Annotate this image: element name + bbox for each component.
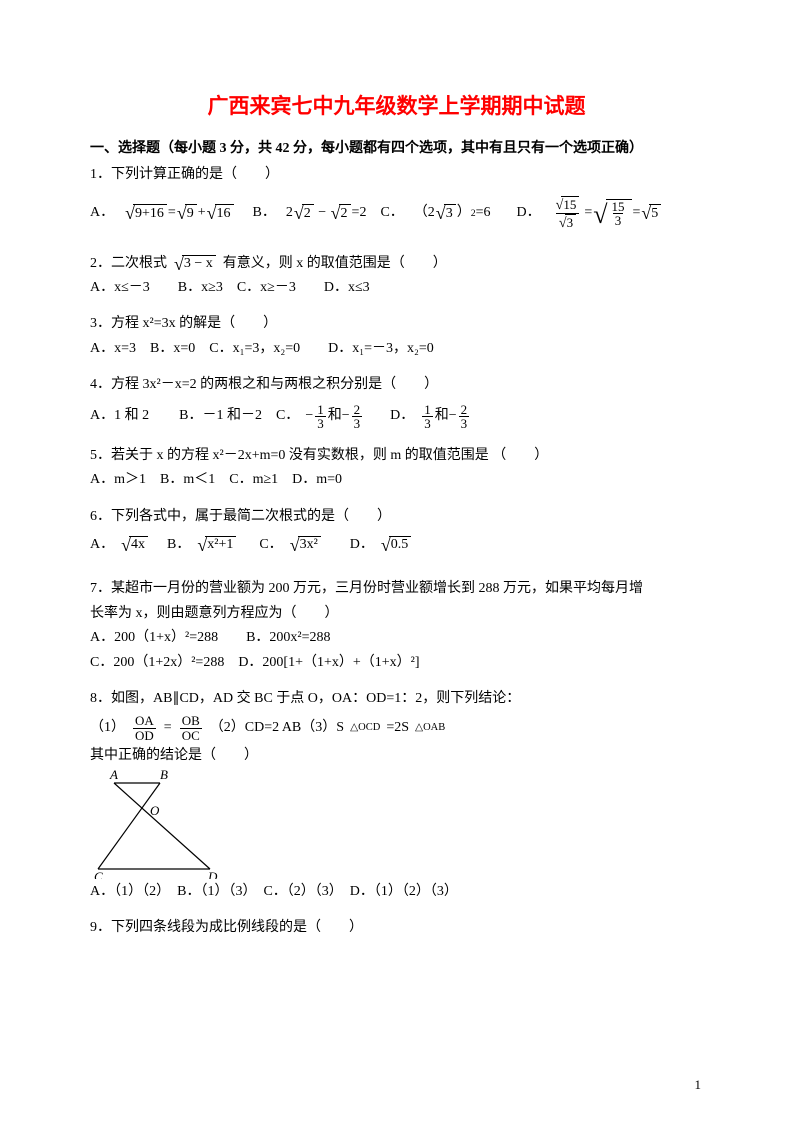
- q1-opt-c-expr: （2√3）2=6: [414, 202, 491, 224]
- q2-options: A．x≤－3 B．x≥3 C．x≥－3 D．x≤3: [90, 277, 703, 299]
- q6-opt-c-expr: √3x²: [290, 536, 321, 554]
- svg-text:C: C: [94, 869, 103, 879]
- question-1: 1．下列计算正确的是（ ） A． √9+16 = √9 + √16 B． 2√2…: [90, 164, 703, 231]
- q8-part2: （2）CD=2 AB（3）S: [210, 717, 344, 739]
- q3-stem: 3．方程 x²=3x 的解是（ ）: [90, 313, 703, 335]
- q8-sub2: △OAB: [415, 720, 445, 737]
- q6-opt-c-label: C．: [259, 534, 282, 556]
- q7-line4: C．200（1+2x）²=288 D．200[1+（1+x）+（1+x）²]: [90, 652, 703, 674]
- q6-opt-b-label: B．: [167, 534, 190, 556]
- q8-figure: A B O C D: [90, 769, 230, 879]
- q1-stem: 1．下列计算正确的是（ ）: [90, 164, 703, 186]
- question-3: 3．方程 x²=3x 的解是（ ） A．x=3 B．x=0 C．x₁=3，x₂=…: [90, 313, 703, 360]
- q8-equals: =: [164, 717, 172, 739]
- question-8: 8．如图，AB∥CD，AD 交 BC 于点 O，OA：OD=1：2，则下列结论：…: [90, 688, 703, 903]
- q8-frac-2: OBOC: [180, 714, 202, 742]
- question-7: 7．某超市一月份的营业额为 200 万元，三月份时营业额增长到 288 万元，如…: [90, 578, 703, 674]
- q8-line1: 8．如图，AB∥CD，AD 交 BC 于点 O，OA：OD=1：2，则下列结论：: [90, 688, 703, 710]
- q6-opt-a-expr: √4x: [121, 536, 148, 554]
- q6-opt-a-label: A．: [90, 534, 114, 556]
- q8-sub1: △OCD: [350, 720, 380, 737]
- q8-frac-1: OAOD: [133, 714, 156, 742]
- q1-opt-b-label: B．: [253, 202, 276, 224]
- q4-opt-d-expr: 13 和 −23: [420, 403, 471, 431]
- q1-opt-a-expr: √9+16 = √9 + √16: [124, 202, 234, 224]
- q6-opt-b-expr: √x²+1: [197, 536, 236, 554]
- q7-line3: A．200（1+x）²=288 B．200x²=288: [90, 627, 703, 649]
- q2-stem-post: 有意义，则 x 的取值范围是（ ）: [223, 253, 447, 275]
- svg-text:O: O: [150, 803, 160, 818]
- q4-opt-c-label: C．: [276, 405, 299, 427]
- question-4: 4．方程 3x²－x=2 的两根之和与两根之积分别是（ ） A．1 和 2 B．…: [90, 374, 703, 431]
- svg-text:B: B: [160, 769, 168, 782]
- page-number: 1: [695, 1075, 702, 1096]
- question-5: 5．若关于 x 的方程 x²－2x+m=0 没有实数根，则 m 的取值范围是 （…: [90, 445, 703, 492]
- q1-opt-d-label: D．: [517, 202, 541, 224]
- q5-stem: 5．若关于 x 的方程 x²－2x+m=0 没有实数根，则 m 的取值范围是 （…: [90, 445, 703, 467]
- q2-radical: √3 − x: [174, 255, 216, 273]
- q1-opt-c-label: C．: [380, 202, 403, 224]
- q4-opt-b: B．－1 和－2: [179, 405, 262, 427]
- q9-stem: 9．下列四条线段为成比例线段的是（ ）: [90, 917, 703, 939]
- q7-line1: 7．某超市一月份的营业额为 200 万元，三月份时营业额增长到 288 万元，如…: [90, 578, 703, 600]
- q4-opt-c-expr: −13 和 −23: [305, 403, 364, 431]
- svg-text:A: A: [109, 769, 118, 782]
- q3-options: A．x=3 B．x=0 C．x₁=3，x₂=0 D．x₁=－3，x₂=0: [90, 338, 703, 360]
- q7-line2: 长率为 x，则由题意列方程应为（ ）: [90, 603, 703, 625]
- q8-part1-label: （1）: [90, 717, 125, 739]
- exam-title: 广西来宾七中九年级数学上学期期中试题: [90, 90, 703, 124]
- q4-opt-d-label: D．: [390, 405, 414, 427]
- section-1-head: 一、选择题（每小题 3 分，共 42 分，每小题都有四个选项，其中有且只有一个选…: [90, 138, 703, 160]
- q8-part3: =2S: [386, 717, 409, 739]
- question-6: 6．下列各式中，属于最简二次根式的是（ ） A． √4x B． √x²+1 C．…: [90, 506, 703, 557]
- q4-opt-a: A．1 和 2: [90, 405, 149, 427]
- question-9: 9．下列四条线段为成比例线段的是（ ）: [90, 917, 703, 939]
- q6-stem: 6．下列各式中，属于最简二次根式的是（ ）: [90, 506, 703, 528]
- q8-options: A．（1）（2） B．（1）（3） C．（2）（3） D．（1）（2）（3）: [90, 881, 703, 903]
- q6-opt-d-expr: √0.5: [381, 536, 411, 554]
- q8-line3: 其中正确的结论是（ ）: [90, 745, 703, 767]
- q4-stem: 4．方程 3x²－x=2 的两根之和与两根之积分别是（ ）: [90, 374, 703, 396]
- q1-opt-a-label: A．: [90, 202, 114, 224]
- q1-opt-b-expr: 2√2 − √2 =2: [286, 202, 367, 224]
- q2-stem-pre: 2．二次根式: [90, 253, 167, 275]
- q6-opt-d-label: D．: [350, 534, 374, 556]
- question-2: 2．二次根式 √3 − x 有意义，则 x 的取值范围是（ ） A．x≤－3 B…: [90, 253, 703, 300]
- svg-text:D: D: [207, 869, 218, 879]
- q1-opt-d-expr: √15√3 = √153 = √5: [551, 196, 663, 230]
- q5-options: A．m＞1 B．m＜1 C．m≥1 D．m=0: [90, 469, 703, 491]
